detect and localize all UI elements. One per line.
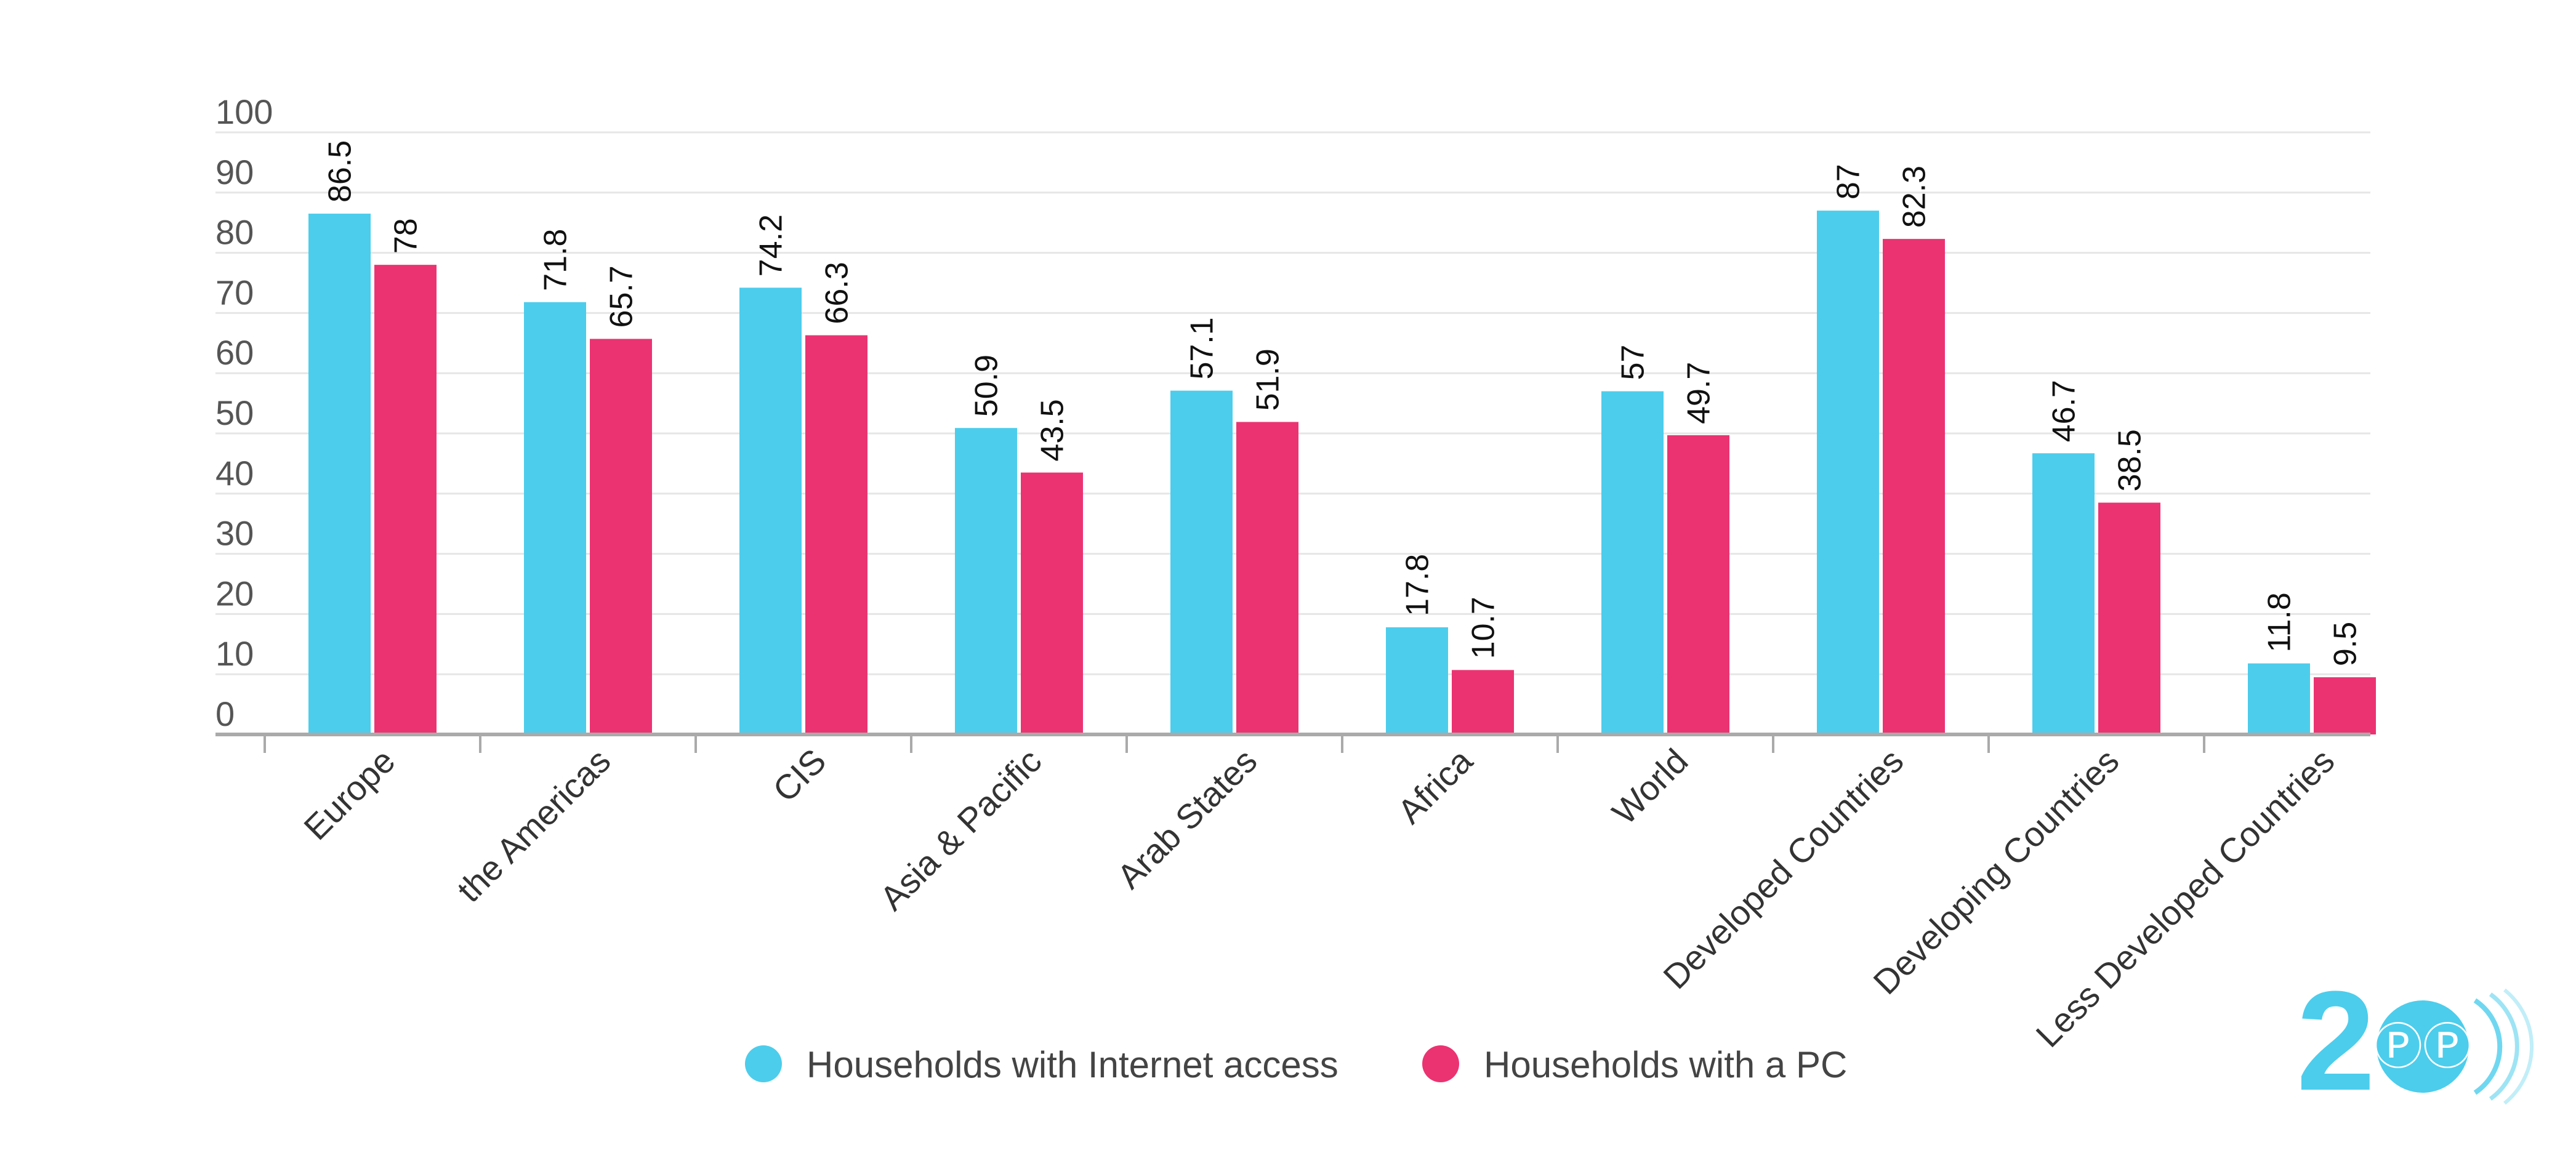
y-axis-tick-labels: 0 10 20 30 40 50 60 70 80 90 100	[215, 92, 273, 733]
bar	[308, 214, 371, 734]
y-tick-label: 20	[215, 574, 254, 613]
bar	[2314, 677, 2376, 734]
bar	[739, 288, 802, 735]
logo-wave-2	[2489, 992, 2519, 1101]
bar	[1667, 435, 1729, 734]
bar	[1883, 239, 1945, 735]
category-label: CIS	[765, 741, 834, 810]
legend-label: Households with a PC	[1484, 1044, 1847, 1085]
data-label: 17.8	[1400, 554, 1436, 616]
bars	[308, 211, 2376, 735]
logo-letters: ⓅⓅ	[2373, 1019, 2472, 1074]
logo-wave-3	[2503, 988, 2534, 1105]
data-label: 49.7	[1681, 362, 1717, 424]
legend-swatch	[745, 1045, 782, 1082]
legend-label: Households with Internet access	[807, 1044, 1338, 1085]
logo-number: 2	[2296, 962, 2375, 1120]
bar	[1817, 211, 1879, 734]
bar	[805, 335, 867, 734]
y-tick-label: 0	[215, 694, 235, 733]
logo-circle	[2377, 1000, 2469, 1093]
data-label: 50.9	[969, 355, 1005, 417]
data-label: 71.8	[538, 229, 574, 291]
y-tick-label: 60	[215, 333, 254, 372]
legend: Households with Internet access Household…	[745, 1044, 1847, 1085]
pp-logo-icon: 2 ⓅⓅ	[2296, 962, 2534, 1120]
data-label: 10.7	[1466, 597, 1502, 659]
bar	[374, 265, 437, 734]
bar	[1021, 472, 1083, 734]
data-label: 57.1	[1185, 317, 1220, 379]
bar	[1386, 627, 1448, 734]
category-label: Europe	[296, 741, 402, 847]
data-label: 9.5	[2328, 622, 2364, 666]
bar	[2248, 663, 2310, 734]
logo-wave-1	[2473, 998, 2503, 1095]
data-label: 46.7	[2047, 380, 2082, 442]
bar	[2098, 502, 2160, 734]
data-label: 87	[1831, 164, 1867, 199]
y-tick-label: 40	[215, 454, 254, 493]
legend-swatch	[1422, 1045, 1459, 1082]
data-label: 43.5	[1035, 399, 1071, 461]
category-label: World	[1604, 741, 1695, 832]
data-label: 74.2	[754, 214, 789, 276]
bar	[1170, 390, 1233, 734]
y-tick-label: 50	[215, 393, 254, 432]
data-label: 38.5	[2112, 429, 2148, 491]
data-label: 57	[1616, 345, 1651, 380]
bar	[1452, 670, 1514, 734]
category-label: the Americas	[449, 741, 618, 909]
bar	[2032, 453, 2095, 734]
y-tick-label: 10	[215, 634, 254, 673]
y-tick-label: 80	[215, 213, 254, 252]
data-label: 78	[388, 218, 424, 254]
y-tick-label: 90	[215, 153, 254, 191]
category-label: Arab States	[1109, 741, 1264, 896]
bar	[1236, 422, 1298, 734]
y-tick-label: 100	[215, 92, 273, 131]
data-label: 51.9	[1250, 348, 1286, 411]
data-labels: 86.5 78 71.8 65.7 74.2 66.3 50.9 43.5 57.1 51.9 17…	[323, 140, 2364, 666]
bar	[524, 302, 586, 734]
y-tick-label: 30	[215, 514, 254, 553]
data-label: 66.3	[819, 262, 855, 324]
bar	[1601, 391, 1664, 734]
category-label: Asia & Pacific	[872, 741, 1049, 918]
data-label: 11.8	[2262, 592, 2298, 652]
data-label: 65.7	[604, 265, 640, 328]
bar	[955, 428, 1017, 734]
category-label: Developing Countries	[1866, 741, 2126, 1002]
category-label: Africa	[1390, 741, 1480, 830]
data-label: 86.5	[323, 140, 358, 203]
bar	[590, 339, 652, 734]
x-axis-ticks	[264, 734, 2205, 753]
data-label: 82.3	[1897, 166, 1933, 228]
x-axis-category-labels: Europe the Americas CIS Asia & Pacific Arab …	[296, 741, 2341, 1055]
y-tick-label: 70	[215, 273, 254, 312]
category-label: Developed Countries	[1656, 741, 1910, 996]
